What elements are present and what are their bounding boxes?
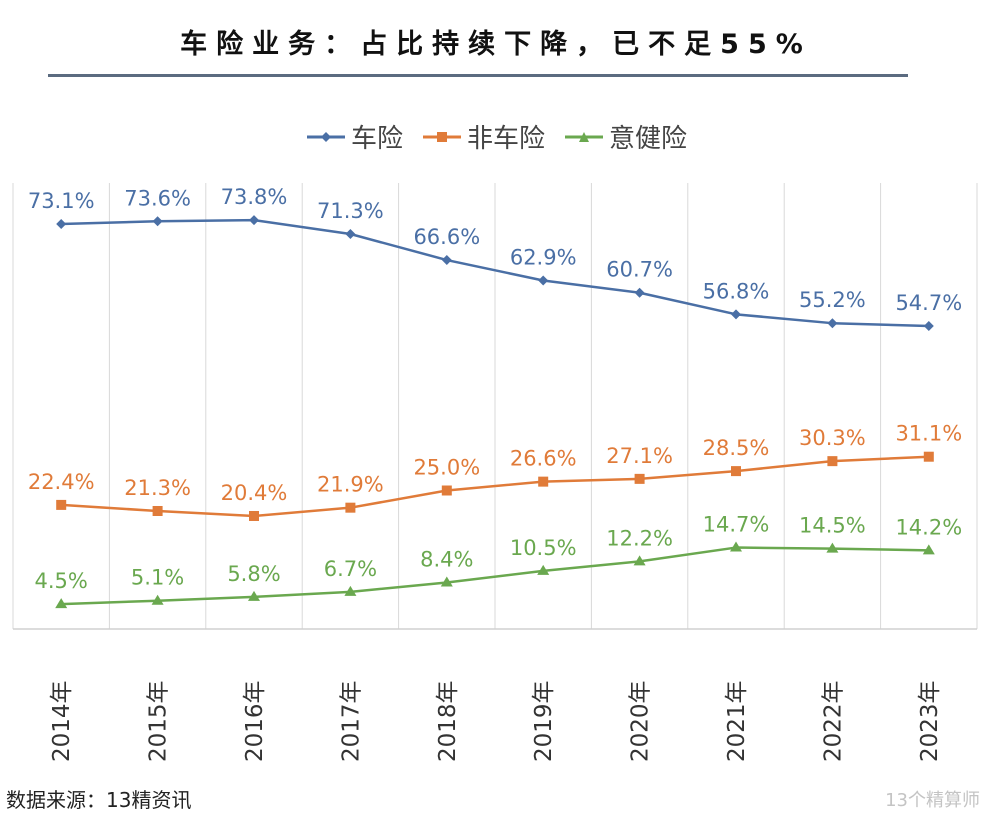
data-label: 26.6% [510, 447, 577, 471]
data-label: 5.1% [131, 566, 184, 590]
data-point-square [634, 473, 645, 484]
data-label: 30.3% [799, 426, 866, 450]
data-point-diamond [634, 287, 645, 298]
data-label: 27.1% [606, 444, 673, 468]
data-point-diamond [731, 309, 741, 320]
data-label: 5.8% [227, 562, 280, 586]
data-point-square [827, 456, 838, 467]
data-label: 55.2% [799, 288, 866, 312]
data-point-triangle [633, 555, 646, 566]
legend: 车险 非车险 意健险 [0, 118, 992, 155]
data-point-triangle [922, 544, 935, 555]
data-point-triangle [440, 576, 453, 587]
data-label: 54.7% [895, 291, 962, 315]
series-line-2 [61, 546, 929, 606]
x-tick-label: 2022年 [820, 680, 846, 762]
data-label: 6.7% [324, 557, 377, 581]
data-point-triangle [826, 542, 839, 553]
data-point-triangle [537, 564, 550, 575]
data-point-square [923, 451, 934, 462]
data-point-diamond [538, 275, 549, 286]
data-point-square [538, 476, 549, 487]
data-label: 10.5% [510, 536, 577, 560]
data-point-triangle [344, 585, 357, 596]
data-label: 21.3% [124, 476, 191, 500]
series-line-1 [61, 455, 929, 518]
legend-item-ah: 意健险 [563, 118, 687, 155]
data-label: 21.9% [317, 473, 384, 497]
data-point-diamond [923, 320, 934, 331]
data-source-note: 数据来源：13精资讯 [6, 788, 192, 812]
data-point-triangle [55, 598, 68, 609]
title-underline [48, 74, 908, 77]
x-tick-label: 2016年 [242, 680, 268, 762]
data-label: 28.5% [703, 436, 770, 460]
x-tick-label: 2014年 [49, 680, 75, 762]
chart-title: 车险业务：占比持续下降，已不足55% [180, 29, 812, 60]
data-point-square [731, 466, 741, 477]
data-label: 31.1% [895, 422, 962, 446]
x-axis-ticks: 2014年 2015年 2016年 2017年 2018年 2019年 2020年 2021年… [49, 680, 943, 762]
legend-item-noncar: 非车险 [421, 118, 545, 155]
x-tick-label: 2023年 [917, 680, 943, 762]
data-point-triangle [248, 590, 260, 601]
data-label: 73.8% [221, 185, 288, 209]
series-line-0 [61, 218, 929, 328]
x-tick-label: 2018年 [435, 680, 461, 762]
legend-marker-triangle-icon [565, 131, 603, 142]
data-label: 14.5% [799, 514, 866, 538]
data-label: 8.4% [420, 547, 473, 571]
legend-label-car: 车险 [350, 124, 403, 154]
data-label: 20.4% [221, 481, 288, 505]
x-tick-label: 2019年 [531, 680, 557, 762]
x-tick-label: 2020年 [628, 680, 654, 762]
data-point-diamond [345, 228, 356, 239]
legend-item-car: 车险 [305, 118, 403, 155]
data-labels: 73.1% 73.6% 73.8% 71.3% 66.6% 62.9% 60.7% 56.8%… [28, 185, 962, 593]
legend-label-ah: 意健险 [609, 124, 688, 154]
data-point-square [345, 502, 356, 513]
data-label: 60.7% [606, 258, 673, 282]
data-label: 73.1% [28, 189, 95, 213]
data-point-triangle [730, 541, 742, 552]
data-label: 73.6% [124, 186, 191, 210]
data-point-diamond [56, 219, 67, 230]
x-tick-label: 2015年 [146, 680, 172, 762]
x-tick-label: 2017年 [338, 680, 364, 762]
legend-marker-square-icon [422, 131, 461, 142]
data-label: 71.3% [317, 199, 384, 223]
data-label: 4.5% [35, 569, 88, 593]
x-tick-label: 2021年 [724, 680, 750, 762]
data-point-diamond [827, 318, 838, 329]
legend-marker-diamond-icon [306, 131, 345, 142]
data-point-diamond [152, 216, 163, 227]
data-point-square [56, 499, 67, 510]
series-layer [55, 215, 935, 609]
legend-label-noncar: 非车险 [466, 124, 545, 154]
data-label: 14.7% [703, 513, 770, 537]
data-point-square [152, 505, 163, 516]
data-point-triangle [151, 594, 164, 605]
data-label: 14.2% [895, 515, 962, 539]
data-label: 22.4% [28, 470, 95, 494]
gridlines [12, 183, 978, 630]
data-point-diamond [441, 255, 452, 266]
watermark-caption: 13个精算师 [885, 790, 980, 811]
data-label: 12.2% [606, 526, 673, 550]
data-label: 66.6% [413, 225, 480, 249]
data-point-square [441, 485, 452, 496]
data-point-diamond [249, 215, 259, 226]
data-label: 62.9% [510, 246, 577, 270]
data-point-square [249, 510, 259, 521]
data-label: 56.8% [703, 279, 770, 303]
data-label: 25.0% [413, 456, 480, 480]
